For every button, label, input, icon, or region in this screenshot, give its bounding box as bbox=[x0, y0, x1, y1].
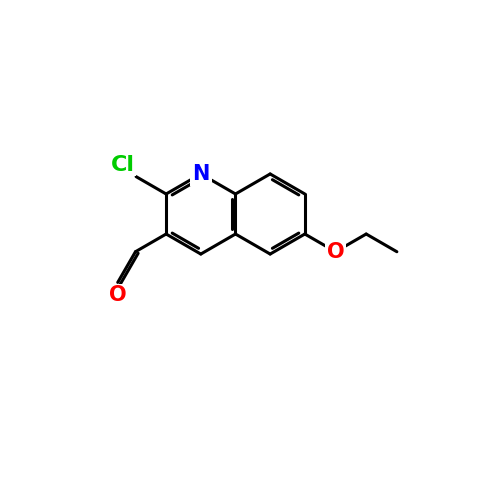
Text: N: N bbox=[192, 164, 210, 184]
Text: Cl: Cl bbox=[110, 155, 134, 175]
Text: O: O bbox=[109, 286, 126, 306]
Text: O: O bbox=[326, 242, 344, 262]
